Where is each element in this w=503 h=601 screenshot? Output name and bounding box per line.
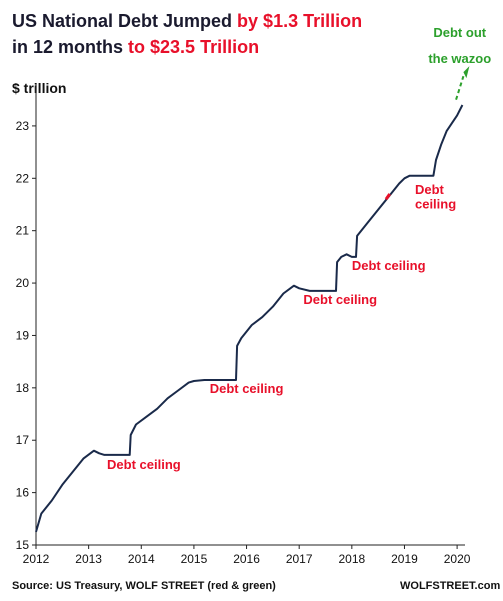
- y-tick-label: 20: [16, 276, 30, 290]
- highlight-series-line: [384, 193, 391, 201]
- x-tick-label: 2019: [391, 552, 418, 566]
- debt-series-line: [35, 104, 464, 533]
- x-tick-label: 2012: [23, 552, 50, 566]
- title-part1: US National Debt Jumped: [12, 11, 233, 31]
- debt-ceiling-annotation: Debt ceiling: [352, 258, 426, 273]
- y-axis-label: $ trillion: [12, 80, 67, 96]
- wazoo-arrow-head: [463, 66, 470, 79]
- debt-ceiling-annotation: Debt ceiling: [210, 381, 284, 396]
- source-note: Source: US Treasury, WOLF STREET (red & …: [12, 580, 276, 592]
- title-part4: to $23.5 Trillion: [128, 37, 260, 57]
- wazoo-annotation: Debt out: [433, 25, 486, 40]
- y-tick-label: 21: [16, 224, 30, 238]
- debt-ceiling-annotation: Debt ceiling: [107, 457, 181, 472]
- wazoo-annotation: the wazoo: [428, 51, 491, 66]
- x-tick-label: 2013: [75, 552, 102, 566]
- y-tick-label: 19: [16, 328, 30, 342]
- y-tick-label: 15: [16, 538, 30, 552]
- debt-ceiling-annotation: Debt: [415, 182, 445, 197]
- y-tick-label: 23: [16, 119, 30, 133]
- y-tick-label: 18: [16, 381, 30, 395]
- debt-ceiling-annotation: ceiling: [415, 197, 456, 212]
- x-tick-label: 2014: [128, 552, 155, 566]
- title-part3: in 12 months: [12, 37, 124, 57]
- y-tick-label: 16: [16, 486, 30, 500]
- x-tick-label: 2017: [286, 552, 313, 566]
- wazoo-arrow-line: [455, 75, 465, 101]
- y-tick-label: 17: [16, 433, 30, 447]
- x-tick-label: 2016: [233, 552, 260, 566]
- chart-title: US National Debt Jumped by $1.3 Trillion…: [12, 8, 362, 60]
- debt-ceiling-annotation: Debt ceiling: [303, 292, 377, 307]
- x-tick-label: 2020: [444, 552, 471, 566]
- x-tick-label: 2015: [181, 552, 208, 566]
- x-tick-label: 2018: [338, 552, 365, 566]
- brand-label: WOLFSTREET.com: [400, 580, 501, 592]
- y-tick-label: 22: [16, 171, 30, 185]
- title-part2: by $1.3 Trillion: [237, 11, 363, 31]
